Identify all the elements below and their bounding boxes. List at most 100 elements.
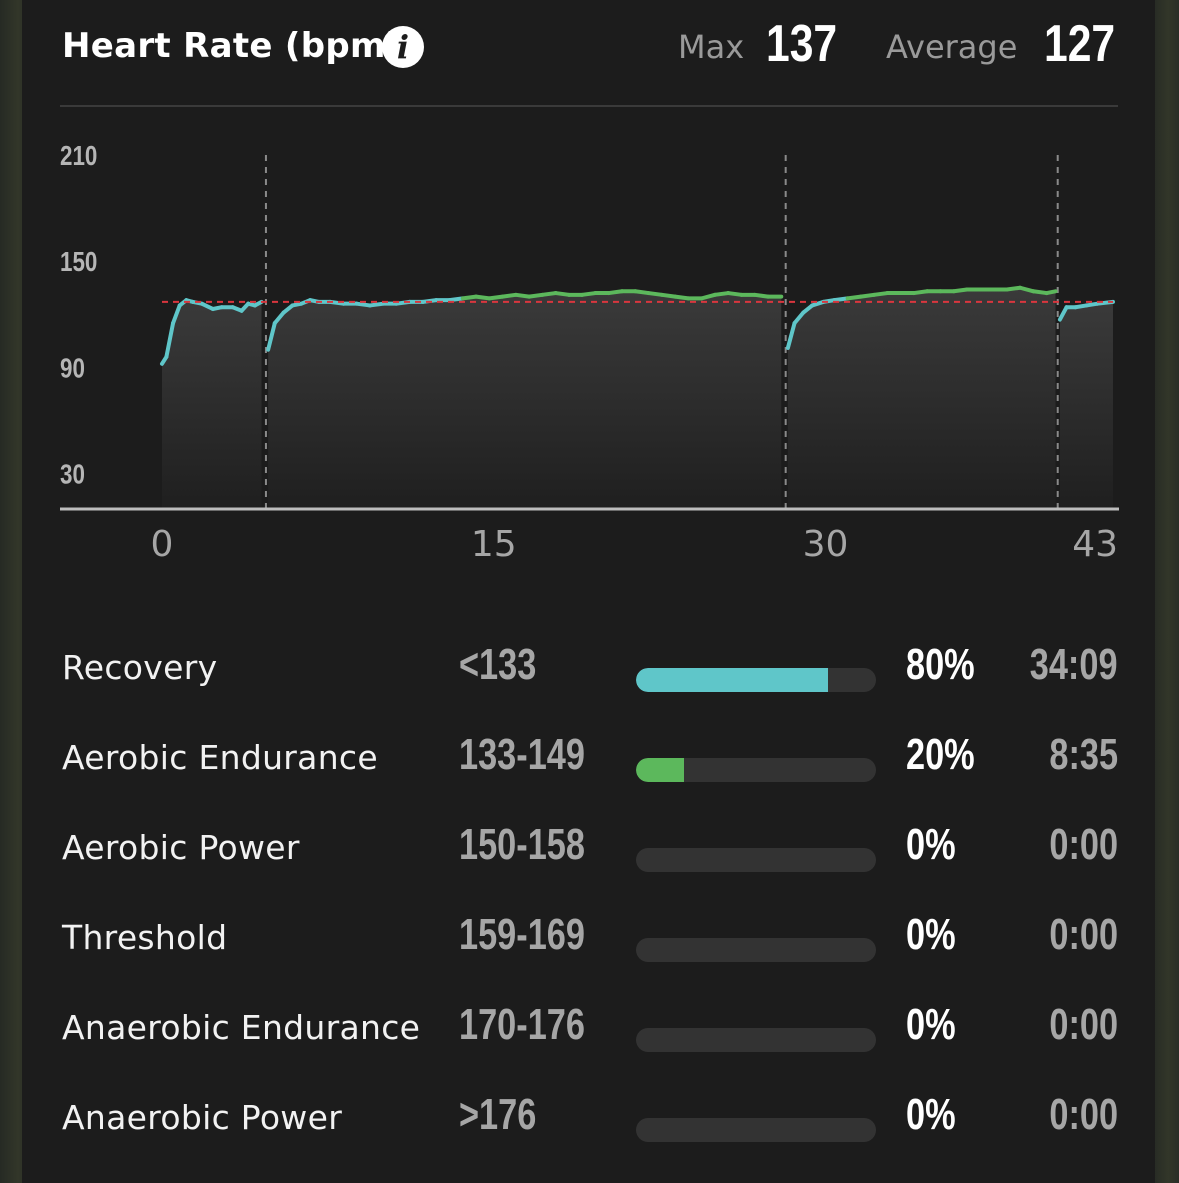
heart-rate-line-segment	[164, 321, 176, 359]
zone-name: Threshold	[62, 918, 228, 957]
heart-rate-line-segment	[527, 292, 545, 299]
heart-rate-line-segment	[580, 291, 598, 297]
zone-range: <133	[459, 640, 537, 689]
heart-rate-line-segment	[1044, 289, 1058, 296]
heart-rate-line-segment	[460, 294, 479, 301]
zone-time: 8:35	[1049, 730, 1118, 779]
heart-rate-line-segment	[1031, 289, 1049, 296]
heart-rate-line-segment	[699, 292, 717, 301]
zone-row: Threshold 159-169 0% 0:00	[22, 910, 1155, 970]
heart-rate-line-segment	[199, 301, 215, 311]
zone-time: 34:09	[1030, 640, 1118, 689]
heart-rate-line-segment	[1018, 285, 1036, 294]
heart-rate-line-segment	[752, 292, 770, 299]
heart-rate-area	[1059, 301, 1113, 509]
zone-range: 150-158	[459, 820, 585, 869]
heart-rate-line-segment	[540, 291, 558, 297]
zone-time: 0:00	[1049, 1000, 1118, 1049]
heart-rate-line-segment	[712, 291, 731, 297]
zone-name: Aerobic Power	[62, 828, 300, 867]
heart-rate-line-segment	[646, 291, 664, 297]
y-tick-label: 90	[60, 353, 85, 384]
zone-time: 0:00	[1049, 1090, 1118, 1139]
heart-rate-line-segment	[858, 292, 877, 299]
zone-row: Aerobic Power 150-158 0% 0:00	[22, 820, 1155, 880]
card-title: Heart Rate (bpm)	[62, 26, 402, 66]
x-tick-label: 15	[471, 524, 517, 565]
heart-rate-area	[162, 300, 262, 509]
heart-rate-line-segment	[553, 291, 571, 297]
heart-rate-line-segment	[367, 301, 386, 308]
heart-rate-line-segment	[252, 299, 264, 308]
x-tick-label: 43	[1072, 524, 1118, 565]
heart-rate-line-segment	[266, 321, 277, 352]
zone-progress-track	[636, 668, 876, 692]
heart-rate-line-segment	[633, 289, 651, 296]
heart-rate-line-segment	[951, 287, 970, 294]
heart-rate-line-segment	[487, 294, 505, 301]
zone-progress-track	[636, 1028, 876, 1052]
zone-progress-track	[636, 1118, 876, 1142]
header-divider	[60, 105, 1118, 107]
heart-rate-line-segment	[474, 294, 492, 301]
zone-range: 170-176	[459, 1000, 585, 1049]
heart-rate-card: Heart Rate (bpm) i Max 137 Average 127 3…	[22, 0, 1155, 1183]
zone-row: Aerobic Endurance 133-149 20% 8:35	[22, 730, 1155, 790]
zone-row: Recovery <133 80% 34:09	[22, 640, 1155, 700]
y-tick-label: 210	[60, 141, 97, 172]
heart-rate-area	[268, 291, 782, 509]
heart-rate-line-segment	[272, 310, 286, 326]
zone-time: 0:00	[1049, 910, 1118, 959]
heart-rate-line-segment	[447, 296, 465, 303]
zone-row: Anaerobic Endurance 170-176 0% 0:00	[22, 1000, 1155, 1060]
zone-name: Anaerobic Power	[62, 1098, 343, 1137]
heart-rate-line-segment	[785, 321, 797, 350]
heart-rate-line-segment	[832, 296, 850, 303]
zone-name: Recovery	[62, 648, 218, 687]
zone-progress-fill	[636, 758, 684, 782]
zone-row: Anaerobic Power >176 0% 0:00	[22, 1090, 1155, 1150]
x-tick-label: 0	[151, 524, 174, 565]
heart-rate-chart: 30 90 150 210 0 15 30 43	[60, 141, 1119, 565]
zone-name: Anaerobic Endurance	[62, 1008, 421, 1047]
zone-percent: 20%	[906, 730, 975, 779]
heart-rate-line-segment	[354, 301, 372, 308]
map-background-right	[1152, 0, 1179, 1183]
heart-rate-line-segment	[1057, 305, 1069, 322]
heart-rate-line-segment	[606, 289, 625, 296]
heart-rate-line-segment	[171, 303, 182, 326]
zone-range: 133-149	[459, 730, 585, 779]
heart-rate-line-segment	[845, 294, 863, 301]
heart-rate-line-segment	[792, 310, 806, 326]
zone-time: 0:00	[1049, 820, 1118, 869]
zone-name: Aerobic Endurance	[62, 738, 378, 777]
heart-rate-line-segment	[513, 292, 532, 299]
average-label: Average	[886, 28, 1018, 66]
average-value: 127	[1044, 15, 1116, 73]
zone-percent: 0%	[906, 1090, 956, 1139]
x-tick-label: 30	[803, 524, 849, 565]
y-tick-label: 150	[60, 247, 97, 278]
heart-rate-line-segment	[673, 294, 691, 301]
heart-rate-line-segment	[500, 292, 518, 299]
info-icon[interactable]: i	[382, 26, 424, 68]
zone-range: 159-169	[459, 910, 585, 959]
y-tick-label: 30	[60, 459, 85, 490]
max-label: Max	[678, 28, 745, 66]
heart-rate-line-segment	[1004, 285, 1023, 292]
zone-range: >176	[459, 1090, 537, 1139]
heart-rate-line-segment	[659, 292, 678, 299]
zone-percent: 0%	[906, 910, 956, 959]
max-value: 137	[766, 15, 838, 73]
heart-rate-line-segment	[726, 291, 744, 297]
heart-rate-line-segment	[872, 291, 890, 297]
heart-rate-area	[787, 287, 1056, 509]
zone-progress-track	[636, 938, 876, 962]
zone-percent: 0%	[906, 1000, 956, 1049]
zone-percent: 80%	[906, 640, 975, 689]
heart-rate-line-segment	[911, 289, 930, 296]
zone-progress-track	[636, 848, 876, 872]
zone-percent: 0%	[906, 820, 956, 869]
zone-progress-fill	[636, 668, 828, 692]
zone-progress-track	[636, 758, 876, 782]
